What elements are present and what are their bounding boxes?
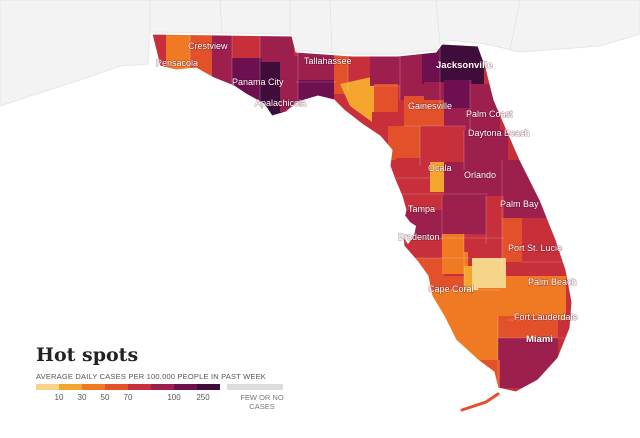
county-suwannee <box>370 50 402 86</box>
city-label: Jacksonville <box>436 60 493 71</box>
county-okaloosa <box>190 34 214 80</box>
legend-color-scale <box>36 384 296 390</box>
county-walton <box>212 34 234 86</box>
county-desoto <box>442 252 468 274</box>
county-miami-dade <box>498 338 558 388</box>
legend-tick: 50 <box>100 393 110 402</box>
county-columbia <box>400 50 424 100</box>
city-label: Port St. Lucie <box>508 243 562 253</box>
legend-few-cases-line1: FEW OR NO <box>240 393 284 402</box>
county-leon <box>298 50 336 82</box>
neighbor-states <box>0 0 640 107</box>
county-st-johns <box>470 84 496 110</box>
county-martin <box>522 260 562 280</box>
tampa-bay-water <box>400 214 416 244</box>
county-osceola <box>486 196 504 244</box>
county-charlotte <box>424 276 464 294</box>
county-collier <box>440 312 500 362</box>
county-gulf <box>260 62 282 118</box>
county-broward <box>498 316 558 340</box>
city-label: Palm Beach <box>528 277 577 287</box>
florida-keys <box>460 392 500 412</box>
city-label: Miami <box>526 334 553 345</box>
county-levy <box>388 126 422 160</box>
legend-tick: 30 <box>77 393 87 402</box>
county-monroe-mainland <box>460 360 500 392</box>
city-label: Crestview <box>188 41 228 51</box>
legend-swatch <box>174 384 197 390</box>
county-union-bradford <box>424 82 446 100</box>
legend-subtitle: AVERAGE DAILY CASES PER 100,000 PEOPLE I… <box>36 372 267 381</box>
city-label: Tampa <box>408 204 435 214</box>
city-label: Panama City <box>232 77 284 87</box>
legend-swatch <box>151 384 174 390</box>
county-santa-rosa <box>166 34 192 74</box>
legend-tick: 70 <box>123 393 133 402</box>
county-okeechobee <box>502 218 524 262</box>
county-palm-beach <box>506 276 566 320</box>
county-marion <box>420 126 466 166</box>
county-hernando <box>396 178 430 196</box>
legend-swatch <box>105 384 128 390</box>
city-label: Ocala <box>428 163 452 173</box>
florida-outline <box>151 33 573 393</box>
city-label: Gainesville <box>408 101 452 111</box>
legend-title: Hot spots <box>36 344 139 366</box>
county-alachua <box>404 96 444 126</box>
county-lake <box>444 162 470 198</box>
county-clay <box>444 80 472 110</box>
county-baker <box>422 44 442 84</box>
county-citrus <box>396 158 426 180</box>
county-seminole-orange <box>468 166 504 198</box>
county-volusia <box>464 130 508 170</box>
legend-few-cases-label: FEW OR NO CASES <box>234 393 290 411</box>
legend-swatch <box>197 384 220 390</box>
county-st-lucie <box>522 218 556 262</box>
county-hendry-highlight <box>472 258 506 290</box>
map-legend: Hot spots AVERAGE DAILY CASES PER 100,00… <box>36 344 296 411</box>
legend-tick: 10 <box>54 393 64 402</box>
city-label: Fort Lauderdale <box>514 312 578 322</box>
county-sumter <box>430 162 446 192</box>
legend-swatch <box>128 384 151 390</box>
legend-swatch <box>82 384 105 390</box>
city-label: Palm Coast <box>466 109 513 119</box>
city-label: Tallahassee <box>304 56 352 66</box>
city-label: Pensacola <box>156 58 198 68</box>
county-flagler <box>476 108 500 132</box>
legend-swatch <box>59 384 82 390</box>
county-polk <box>442 196 488 236</box>
city-label: Daytona Beach <box>468 128 530 138</box>
county-pasco <box>396 194 442 212</box>
city-label: Cape Coral <box>428 284 474 294</box>
city-label: Palm Bay <box>500 199 539 209</box>
county-lines <box>189 34 566 390</box>
legend-few-cases-line2: CASES <box>249 402 275 411</box>
city-label: Apalachicola <box>255 98 306 108</box>
county-liberty <box>280 56 300 112</box>
legend-tick: 250 <box>196 393 210 402</box>
legend-tick: 100 <box>167 393 181 402</box>
city-labels: Crestview Pensacola Panama City Apalachi… <box>155 40 578 345</box>
legend-swatch <box>36 384 59 390</box>
county-hardee <box>442 234 466 254</box>
legend-few-cases-swatch <box>227 384 283 390</box>
city-label: Bradenton <box>398 232 440 242</box>
state-borders <box>149 0 521 55</box>
county-holmes <box>232 34 262 60</box>
city-label: Orlando <box>464 170 496 180</box>
legend-ticks: 10 30 50 70 100 250 FEW OR NO CASES <box>36 393 296 411</box>
county-lafayette <box>374 84 398 114</box>
